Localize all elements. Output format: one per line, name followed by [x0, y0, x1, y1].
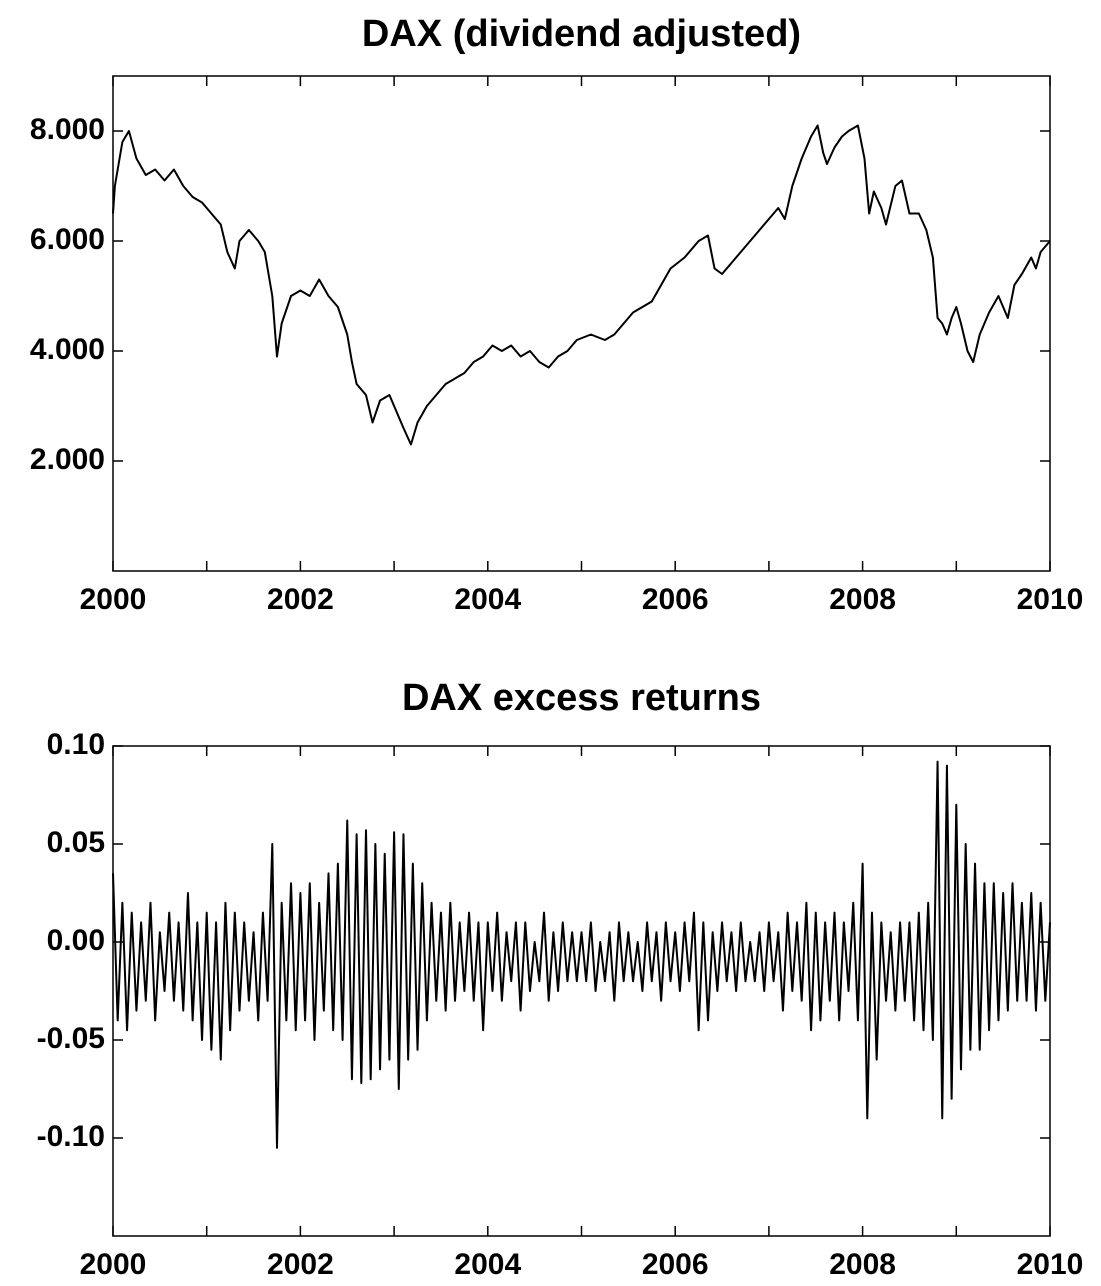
plot-frame [112, 745, 1051, 1237]
chart-title: DAX (dividend adjusted) [362, 13, 801, 55]
x-tick-label: 2002 [267, 1248, 334, 1281]
x-tick-label: 2010 [1017, 1248, 1084, 1281]
y-tick-label: 2.000 [30, 443, 105, 476]
x-tick-label: 2006 [642, 583, 709, 616]
plot-frame [112, 75, 1051, 572]
x-tick-label: 2004 [454, 583, 521, 616]
x-tick-label: 2008 [829, 1248, 896, 1281]
y-tick-label: 6.000 [30, 223, 105, 256]
x-tick-label: 2000 [80, 1248, 147, 1281]
y-tick-label: 0.10 [47, 728, 105, 761]
y-tick-label: 0.05 [47, 826, 105, 859]
y-tick-label: 4.000 [30, 333, 105, 366]
x-tick-label: 2010 [1017, 583, 1084, 616]
chart-title: DAX excess returns [402, 677, 761, 719]
x-tick-label: 2000 [80, 583, 147, 616]
y-tick-label: 8.000 [30, 113, 105, 146]
data-line [112, 124, 1051, 446]
y-tick-label: -0.10 [37, 1120, 105, 1153]
y-tick-label: -0.05 [37, 1022, 105, 1055]
y-tick-label: 0.00 [47, 924, 105, 957]
x-tick-label: 2002 [267, 583, 334, 616]
x-tick-label: 2006 [642, 1248, 709, 1281]
x-tick-label: 2004 [454, 1248, 521, 1281]
data-line [112, 760, 1051, 1149]
x-tick-label: 2008 [829, 583, 896, 616]
